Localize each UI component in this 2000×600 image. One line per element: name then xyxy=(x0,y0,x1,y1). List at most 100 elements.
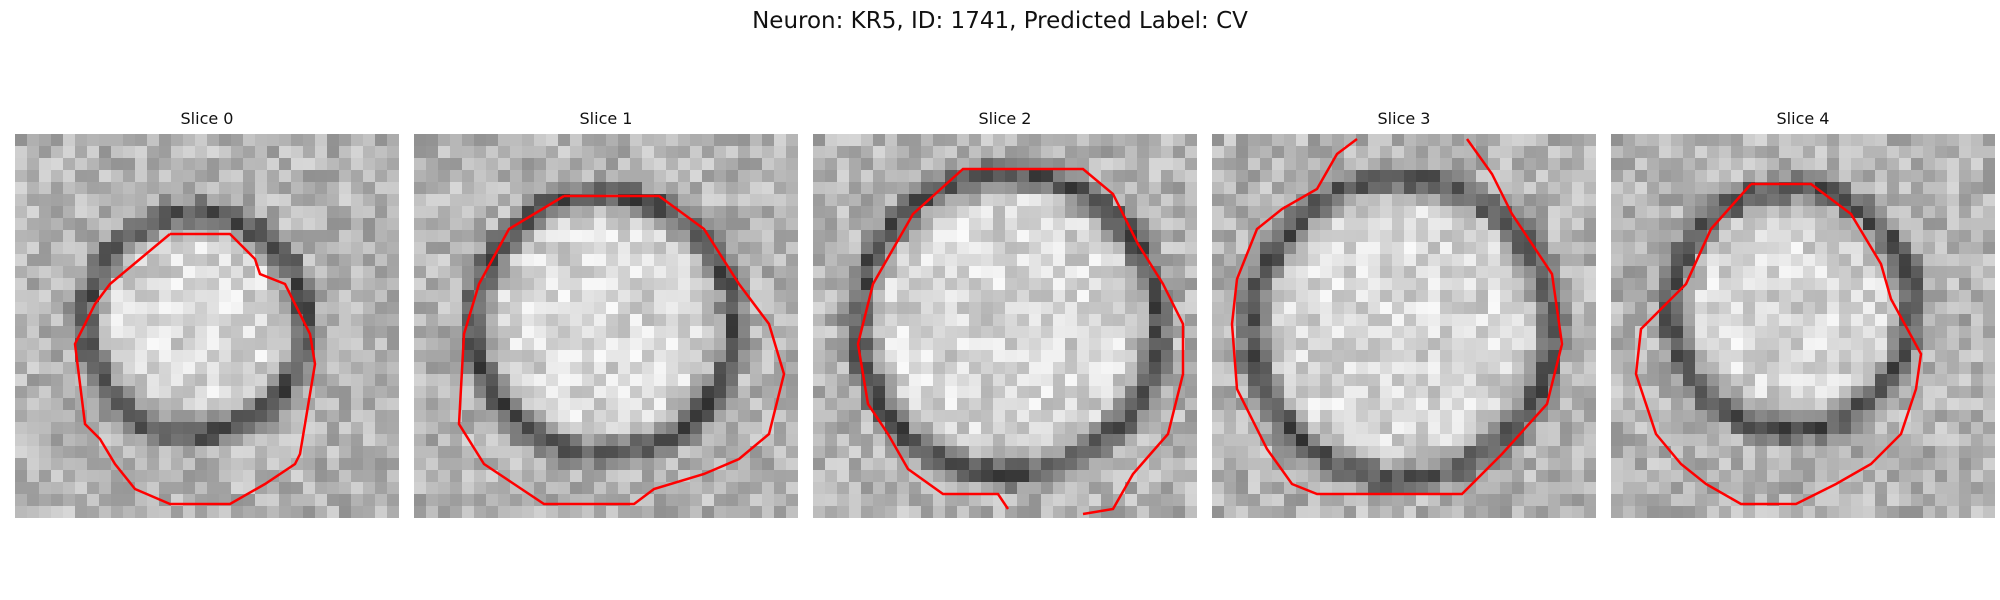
image-pixel xyxy=(993,302,1005,314)
image-pixel xyxy=(1560,494,1572,506)
image-pixel xyxy=(1392,494,1404,506)
image-pixel xyxy=(1041,434,1053,446)
image-pixel xyxy=(1767,134,1779,146)
image-pixel xyxy=(1113,314,1125,326)
image-pixel xyxy=(1911,182,1923,194)
image-pixel xyxy=(522,386,534,398)
image-pixel xyxy=(957,386,969,398)
image-pixel xyxy=(1671,134,1683,146)
image-pixel xyxy=(1623,230,1635,242)
image-pixel xyxy=(1524,434,1536,446)
image-pixel xyxy=(933,374,945,386)
image-pixel xyxy=(183,374,195,386)
image-pixel xyxy=(1863,170,1875,182)
image-pixel xyxy=(957,434,969,446)
image-pixel xyxy=(1683,374,1695,386)
image-pixel xyxy=(1971,446,1983,458)
image-pixel xyxy=(534,134,546,146)
image-pixel xyxy=(1113,242,1125,254)
image-pixel xyxy=(594,206,606,218)
image-pixel xyxy=(1584,350,1596,362)
slice-panel-0: Slice 0 xyxy=(15,108,399,518)
image-pixel xyxy=(207,230,219,242)
image-pixel xyxy=(618,302,630,314)
image-pixel xyxy=(1875,230,1887,242)
image-pixel xyxy=(27,254,39,266)
image-pixel xyxy=(1185,434,1197,446)
image-pixel xyxy=(933,266,945,278)
image-pixel xyxy=(1125,494,1137,506)
image-pixel xyxy=(303,194,315,206)
image-pixel xyxy=(1296,374,1308,386)
image-pixel xyxy=(1224,410,1236,422)
image-pixel xyxy=(897,398,909,410)
image-pixel xyxy=(1683,206,1695,218)
image-pixel xyxy=(339,362,351,374)
image-pixel xyxy=(630,350,642,362)
image-pixel xyxy=(1053,374,1065,386)
image-pixel xyxy=(945,278,957,290)
image-pixel xyxy=(618,446,630,458)
image-pixel xyxy=(1488,290,1500,302)
image-pixel xyxy=(219,158,231,170)
image-pixel xyxy=(387,242,399,254)
image-pixel xyxy=(570,206,582,218)
image-pixel xyxy=(147,386,159,398)
image-pixel xyxy=(510,290,522,302)
image-pixel xyxy=(1212,434,1224,446)
image-pixel xyxy=(351,218,363,230)
image-pixel xyxy=(15,326,27,338)
image-pixel xyxy=(1755,350,1767,362)
image-pixel xyxy=(861,470,873,482)
image-pixel xyxy=(1959,386,1971,398)
image-pixel xyxy=(327,302,339,314)
image-pixel xyxy=(1356,266,1368,278)
image-pixel xyxy=(654,338,666,350)
image-pixel xyxy=(123,230,135,242)
image-pixel xyxy=(1512,302,1524,314)
image-pixel xyxy=(207,266,219,278)
image-pixel xyxy=(1623,206,1635,218)
image-pixel xyxy=(1779,254,1791,266)
image-pixel xyxy=(1971,290,1983,302)
image-pixel xyxy=(813,254,825,266)
image-pixel xyxy=(1500,494,1512,506)
image-pixel xyxy=(450,146,462,158)
image-pixel xyxy=(1368,182,1380,194)
image-pixel xyxy=(1560,254,1572,266)
image-pixel xyxy=(99,506,111,518)
image-pixel xyxy=(630,158,642,170)
image-pixel xyxy=(933,230,945,242)
image-pixel xyxy=(1779,350,1791,362)
image-pixel xyxy=(570,302,582,314)
image-pixel xyxy=(426,170,438,182)
image-pixel xyxy=(111,398,123,410)
image-pixel xyxy=(1185,374,1197,386)
image-pixel xyxy=(1053,350,1065,362)
image-pixel xyxy=(135,242,147,254)
image-pixel xyxy=(1029,470,1041,482)
image-pixel xyxy=(279,434,291,446)
image-pixel xyxy=(945,374,957,386)
image-pixel xyxy=(873,302,885,314)
image-pixel xyxy=(1647,326,1659,338)
image-pixel xyxy=(1428,470,1440,482)
image-pixel xyxy=(291,242,303,254)
image-pixel xyxy=(1971,350,1983,362)
image-pixel xyxy=(1308,398,1320,410)
image-pixel xyxy=(546,170,558,182)
image-pixel xyxy=(1464,338,1476,350)
image-pixel xyxy=(1731,302,1743,314)
image-pixel xyxy=(1560,458,1572,470)
image-pixel xyxy=(351,230,363,242)
image-pixel xyxy=(786,350,798,362)
image-pixel xyxy=(1755,194,1767,206)
image-pixel xyxy=(438,410,450,422)
image-pixel xyxy=(1476,158,1488,170)
image-pixel xyxy=(993,194,1005,206)
image-pixel xyxy=(1623,266,1635,278)
image-pixel xyxy=(450,182,462,194)
image-pixel xyxy=(738,446,750,458)
image-pixel xyxy=(1392,374,1404,386)
image-pixel xyxy=(15,398,27,410)
